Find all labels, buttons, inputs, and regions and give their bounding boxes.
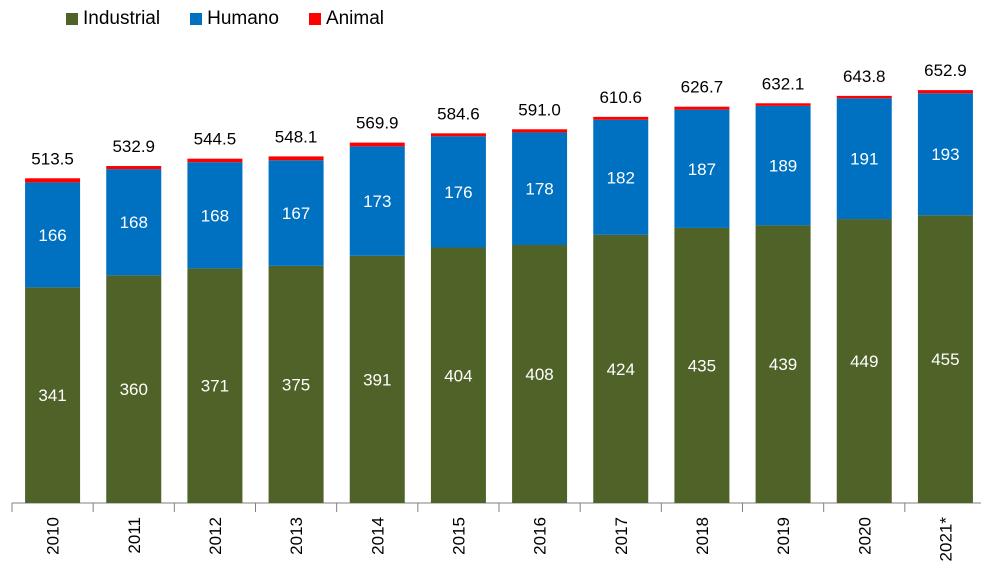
legend-item-animal: Animal — [308, 8, 385, 30]
bar-animal-2021 — [917, 90, 973, 94]
bar-industrial-2012 — [187, 268, 243, 503]
bar-humano-2020 — [836, 98, 892, 220]
total-label-2013: 548.1 — [275, 127, 318, 146]
legend-swatch-animal — [308, 13, 321, 25]
data-label-humano-2021: 193 — [931, 145, 959, 164]
bar-humano-2012 — [187, 162, 243, 269]
data-label-industrial-2019: 439 — [769, 355, 797, 374]
data-label-industrial-2018: 435 — [688, 356, 716, 375]
x-tick-label-2014: 2014 — [368, 517, 387, 555]
bar-humano-2013 — [268, 160, 324, 266]
bar-industrial-2021 — [917, 215, 973, 503]
total-label-2020: 643.8 — [843, 67, 886, 86]
data-label-industrial-2014: 391 — [363, 370, 391, 389]
total-label-2018: 626.7 — [681, 78, 724, 97]
bar-humano-2017 — [593, 119, 649, 235]
data-label-industrial-2011: 360 — [120, 380, 148, 399]
bar-humano-2015 — [430, 136, 486, 248]
data-label-humano-2012: 168 — [201, 206, 229, 225]
bar-industrial-2020 — [836, 219, 892, 503]
legend-swatch-humano — [190, 13, 203, 25]
bar-humano-2011 — [106, 169, 162, 276]
bar-industrial-2010 — [25, 287, 81, 503]
data-label-industrial-2015: 404 — [444, 366, 472, 385]
data-label-industrial-2021: 455 — [931, 350, 959, 369]
bar-animal-2016 — [512, 129, 568, 133]
x-tick-label-2010: 2010 — [44, 517, 63, 555]
data-label-humano-2019: 189 — [769, 157, 797, 176]
x-tick-label-2021: 2021* — [936, 517, 955, 562]
bar-animal-2013 — [268, 156, 324, 161]
x-tick-label-2020: 2020 — [855, 517, 874, 555]
x-tick-label-2015: 2015 — [449, 517, 468, 555]
bar-industrial-2017 — [593, 234, 649, 503]
data-label-industrial-2016: 408 — [525, 365, 553, 384]
data-label-humano-2011: 168 — [120, 213, 148, 232]
bar-animal-2014 — [349, 142, 405, 147]
legend-label-animal: Animal — [325, 8, 385, 29]
bar-animal-2010 — [25, 178, 81, 183]
total-label-2015: 584.6 — [437, 104, 480, 123]
bar-animal-2012 — [187, 158, 243, 163]
legend-label-industrial: Industrial — [83, 8, 161, 29]
bar-humano-2018 — [674, 109, 730, 228]
data-label-humano-2020: 191 — [850, 150, 878, 169]
bar-industrial-2011 — [106, 275, 162, 503]
chart-legend: Industrial Humano Animal — [66, 6, 414, 32]
bar-humano-2010 — [25, 182, 81, 288]
x-tick-label-2016: 2016 — [531, 517, 550, 555]
data-label-humano-2018: 187 — [688, 160, 716, 179]
total-label-2021: 652.9 — [924, 61, 967, 80]
data-label-humano-2014: 173 — [363, 192, 391, 211]
data-label-humano-2010: 166 — [38, 226, 66, 245]
total-label-2017: 610.6 — [599, 88, 642, 107]
total-label-2014: 569.9 — [356, 114, 399, 133]
legend-item-industrial: Industrial — [66, 8, 160, 30]
total-label-2011: 532.9 — [112, 137, 155, 156]
total-label-2012: 544.5 — [194, 130, 237, 149]
bar-industrial-2016 — [512, 244, 568, 504]
data-label-humano-2016: 178 — [525, 180, 553, 199]
legend-label-humano: Humano — [207, 8, 279, 29]
bar-animal-2011 — [106, 166, 162, 170]
x-tick-label-2013: 2013 — [287, 517, 306, 555]
bar-animal-2018 — [674, 106, 730, 110]
legend-item-humano: Humano — [190, 8, 279, 30]
total-label-2016: 591.0 — [518, 100, 561, 119]
data-label-industrial-2012: 371 — [201, 377, 229, 396]
bar-humano-2019 — [755, 105, 811, 226]
bar-animal-2019 — [755, 103, 811, 106]
data-label-industrial-2013: 375 — [282, 375, 310, 394]
data-label-industrial-2017: 424 — [607, 360, 635, 379]
x-tick-label-2012: 2012 — [206, 517, 225, 555]
x-tick-label-2017: 2017 — [612, 517, 631, 555]
bar-humano-2014 — [349, 146, 405, 256]
bar-animal-2015 — [430, 133, 486, 137]
data-label-industrial-2010: 341 — [38, 386, 66, 405]
legend-swatch-industrial — [66, 13, 78, 25]
bar-animal-2020 — [836, 95, 892, 99]
bar-humano-2016 — [512, 132, 568, 245]
bar-industrial-2019 — [755, 225, 811, 503]
data-label-humano-2013: 167 — [282, 204, 310, 223]
total-label-2019: 632.1 — [762, 74, 805, 93]
bar-animal-2017 — [593, 116, 649, 120]
bar-industrial-2018 — [674, 227, 730, 503]
bar-humano-2021 — [917, 93, 973, 216]
data-label-humano-2015: 176 — [444, 183, 472, 202]
bar-industrial-2014 — [349, 255, 405, 503]
total-label-2010: 513.5 — [31, 149, 74, 168]
x-tick-label-2019: 2019 — [774, 517, 793, 555]
x-tick-label-2011: 2011 — [125, 517, 144, 554]
x-tick-label-2018: 2018 — [693, 517, 712, 555]
data-label-humano-2017: 182 — [607, 168, 635, 187]
bar-industrial-2013 — [268, 265, 324, 503]
bar-industrial-2015 — [430, 247, 486, 503]
data-label-industrial-2020: 449 — [850, 352, 878, 371]
